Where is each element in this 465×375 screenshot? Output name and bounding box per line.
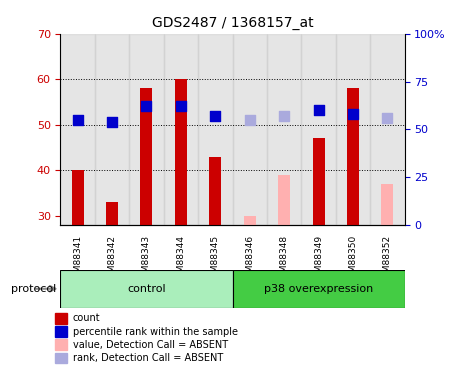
- Text: percentile rank within the sample: percentile rank within the sample: [73, 327, 238, 337]
- Point: [349, 111, 357, 117]
- Bar: [209, 157, 221, 225]
- Bar: [301, 34, 336, 225]
- Bar: [72, 170, 84, 225]
- Bar: [55, 313, 67, 324]
- Text: count: count: [73, 314, 100, 324]
- Bar: [312, 138, 325, 225]
- Bar: [198, 34, 232, 225]
- Bar: [232, 34, 267, 225]
- Point: [108, 119, 116, 125]
- Text: rank, Detection Call = ABSENT: rank, Detection Call = ABSENT: [73, 353, 223, 363]
- Bar: [55, 339, 67, 350]
- Text: control: control: [127, 284, 166, 294]
- Bar: [278, 175, 290, 225]
- Bar: [175, 79, 187, 225]
- Point: [384, 115, 391, 121]
- Text: p38 overexpression: p38 overexpression: [264, 284, 373, 294]
- Bar: [347, 88, 359, 225]
- Title: GDS2487 / 1368157_at: GDS2487 / 1368157_at: [152, 16, 313, 30]
- Bar: [140, 88, 153, 225]
- Bar: [55, 326, 67, 337]
- Point: [143, 104, 150, 110]
- Bar: [95, 34, 129, 225]
- Text: protocol: protocol: [11, 284, 56, 294]
- Bar: [164, 34, 198, 225]
- Bar: [60, 34, 95, 225]
- Point: [315, 107, 322, 113]
- Bar: [336, 34, 370, 225]
- Text: value, Detection Call = ABSENT: value, Detection Call = ABSENT: [73, 340, 228, 350]
- Bar: [381, 184, 393, 225]
- Bar: [267, 34, 301, 225]
- Bar: [60, 270, 232, 308]
- Bar: [244, 216, 256, 225]
- Point: [246, 117, 253, 123]
- Bar: [129, 34, 164, 225]
- Bar: [232, 270, 405, 308]
- Bar: [55, 352, 67, 363]
- Point: [177, 104, 185, 110]
- Point: [74, 117, 81, 123]
- Bar: [106, 202, 118, 225]
- Bar: [370, 34, 405, 225]
- Point: [280, 113, 288, 119]
- Point: [212, 113, 219, 119]
